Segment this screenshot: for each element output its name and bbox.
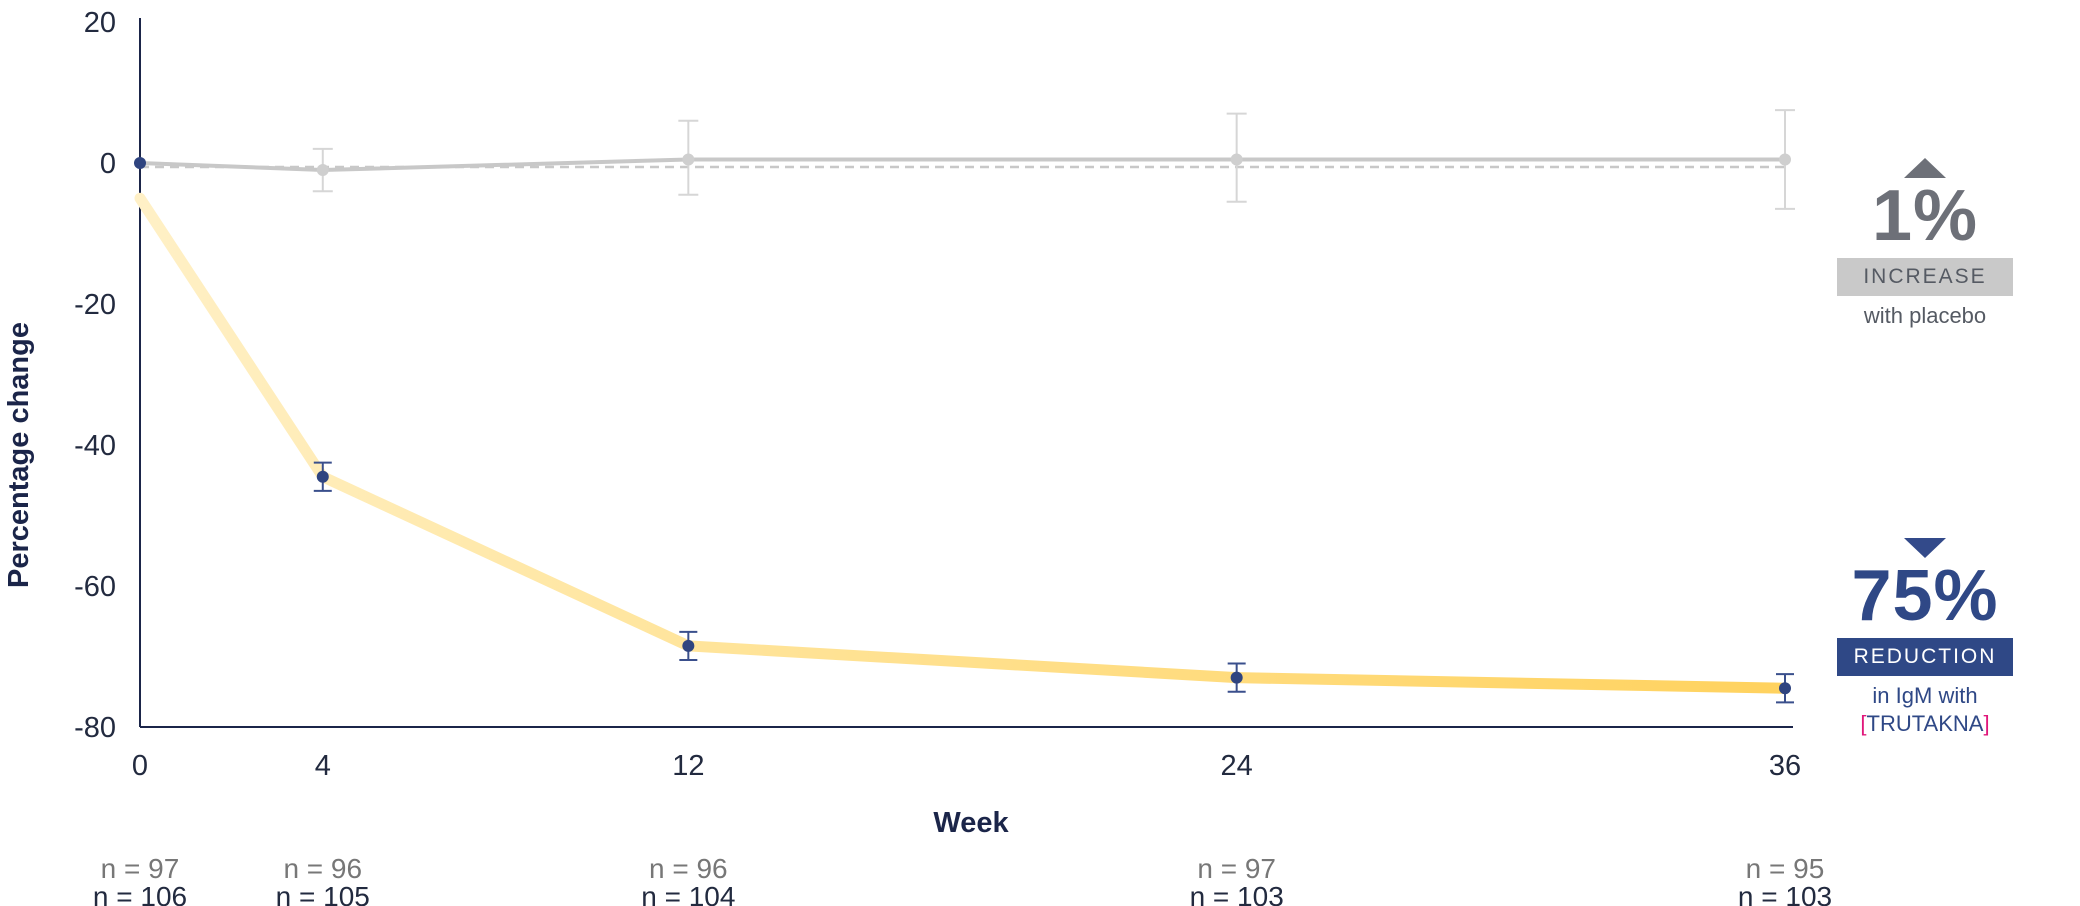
up-arrow-icon	[1904, 158, 1946, 178]
y-tick-label: -80	[74, 712, 116, 744]
series-layer	[134, 109, 1795, 704]
placebo-point	[1779, 153, 1791, 166]
drug-caption-line1: in IgM with	[1872, 683, 1978, 708]
bracket-close: ]	[1983, 711, 1990, 736]
y-tick-label: 20	[84, 7, 116, 39]
placebo-n-count: n = 97	[1197, 853, 1276, 884]
drug-point	[682, 639, 695, 652]
x-axis-title: Week	[933, 807, 1009, 839]
y-tick-label: 0	[100, 148, 116, 180]
y-axis-title: Percentage change	[3, 322, 35, 588]
drug-point	[1779, 682, 1791, 695]
placebo-point	[316, 164, 329, 177]
drug-change-label: REDUCTION	[1837, 638, 2013, 676]
drug-n-count: n = 103	[1190, 881, 1284, 906]
drug-n-count: n = 106	[93, 881, 187, 906]
placebo-n-count: n = 97	[101, 853, 180, 884]
placebo-series-line	[139, 157, 1785, 173]
down-arrow-icon	[1904, 538, 1946, 558]
placebo-caption: with placebo	[1863, 303, 1987, 328]
drug-series-line	[134, 192, 1791, 694]
placebo-n-count: n = 96	[283, 853, 362, 884]
placebo-point	[1230, 153, 1243, 166]
x-tick-label: 4	[315, 750, 331, 782]
x-tick-label: 24	[1221, 750, 1253, 782]
drug-point	[1230, 671, 1243, 684]
drug-point	[316, 470, 329, 483]
drug-name: TRUTAKNA	[1866, 711, 1984, 736]
drug-caption-line2: [TRUTAKNA]	[1834, 710, 2016, 738]
drug-change-value: 75%	[1851, 556, 1999, 636]
y-tick-label: -20	[74, 289, 116, 321]
drug-n-count: n = 103	[1738, 881, 1832, 906]
placebo-point	[682, 153, 695, 166]
placebo-n-count: n = 95	[1746, 853, 1825, 884]
axes-layer	[139, 18, 1793, 728]
placebo-n-count: n = 96	[649, 853, 728, 884]
y-tick-label: -60	[74, 571, 116, 603]
y-tick-labels: 20 0 -20 -40 -60 -80	[74, 7, 116, 744]
drug-n-count: n = 105	[276, 881, 370, 906]
placebo-change-label: INCREASE	[1837, 258, 2013, 296]
drug-point	[134, 157, 146, 169]
drug-callout: 75% REDUCTION in IgM with [TRUTAKNA]	[1834, 538, 2016, 738]
x-tick-label: 12	[672, 750, 704, 782]
x-tick-label: 0	[132, 750, 148, 782]
placebo-change-value: 1%	[1871, 176, 1979, 256]
placebo-callout: 1% INCREASE with placebo	[1834, 158, 2016, 330]
bracket-open: [	[1860, 711, 1867, 736]
drug-n-count: n = 104	[641, 881, 735, 906]
x-tick-labels: 0 4 12 24 36	[132, 750, 1801, 782]
y-tick-label: -40	[74, 430, 116, 462]
x-tick-label: 36	[1769, 750, 1801, 782]
